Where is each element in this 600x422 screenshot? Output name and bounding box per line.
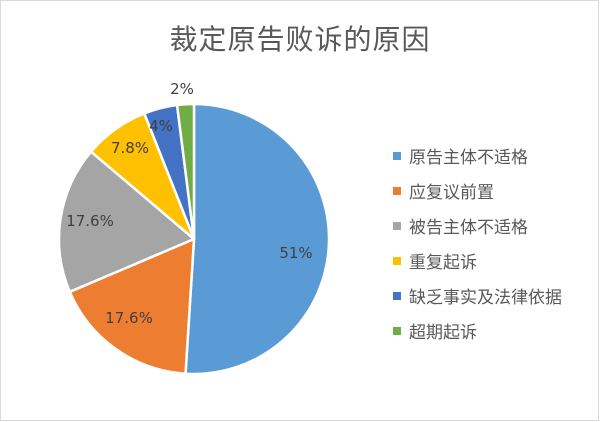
pie-slice-2 xyxy=(57,150,196,294)
legend-swatch-icon xyxy=(393,186,401,195)
chart-title: 裁定原告败诉的原因 xyxy=(169,23,431,56)
legend-label: 超期起诉 xyxy=(409,323,477,343)
legend-swatch-icon xyxy=(393,326,401,335)
legend: 原告主体不适格 应复议前置 被告主体不适格 重复起诉 缺乏事实及法律依据 超期起… xyxy=(393,138,562,348)
legend-label: 被告主体不适格 xyxy=(409,218,528,238)
data-label-4: 4% xyxy=(149,117,173,135)
legend-swatch-icon xyxy=(393,151,401,160)
legend-swatch-icon xyxy=(393,256,401,265)
legend-item-0: 原告主体不适格 xyxy=(393,138,562,173)
legend-label: 缺乏事实及法律依据 xyxy=(409,288,562,308)
data-label-1: 17.6% xyxy=(105,309,153,327)
legend-swatch-icon xyxy=(393,291,401,300)
legend-swatch-icon xyxy=(393,221,401,230)
pie-data-labels: 51% 17.6% 17.6% 7.8%4% 2% xyxy=(66,80,313,327)
data-label-2: 17.6% xyxy=(66,212,114,230)
pie-slice-1 xyxy=(68,237,196,375)
legend-item-5: 超期起诉 xyxy=(393,313,562,348)
legend-item-3: 重复起诉 xyxy=(393,243,562,278)
legend-label: 重复起诉 xyxy=(409,253,477,273)
legend-item-4: 缺乏事实及法律依据 xyxy=(393,278,562,313)
pie-slices xyxy=(57,102,331,376)
data-label-0: 51% xyxy=(279,244,312,262)
legend-item-2: 被告主体不适格 xyxy=(393,208,562,243)
legend-item-1: 应复议前置 xyxy=(393,173,562,208)
data-label-3: 7.8% xyxy=(111,139,149,157)
legend-label: 原告主体不适格 xyxy=(409,148,528,168)
pie-slice-5 xyxy=(175,102,196,241)
data-label-5: 2% xyxy=(170,80,194,98)
legend-label: 应复议前置 xyxy=(409,183,494,203)
pie-slice-0 xyxy=(184,102,331,376)
